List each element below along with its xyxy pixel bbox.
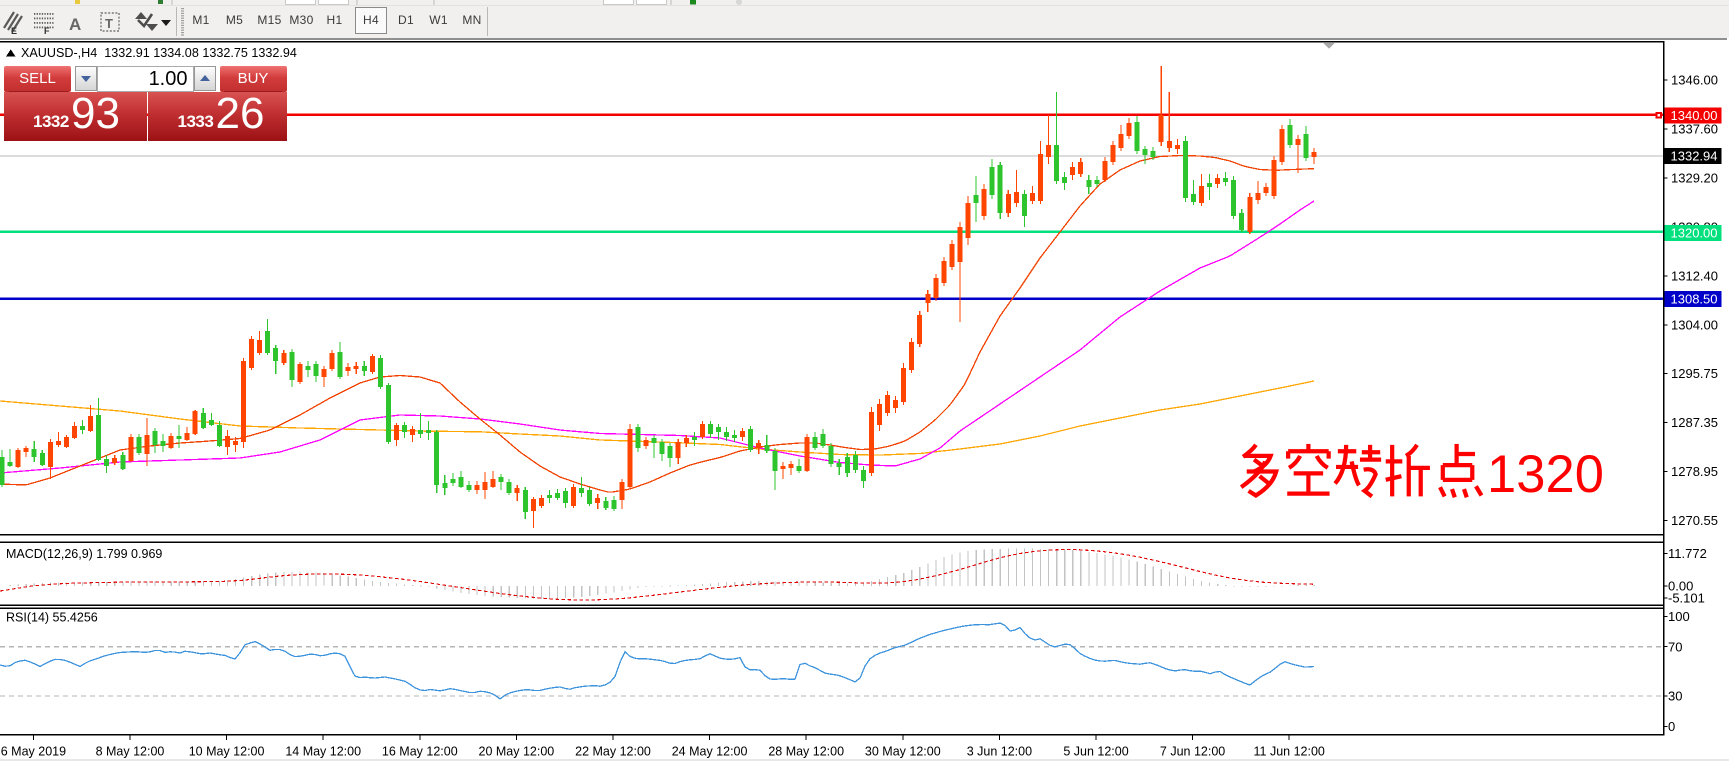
svg-text:1312.40: 1312.40 xyxy=(1671,269,1718,284)
svg-text:1340.00: 1340.00 xyxy=(1671,108,1718,123)
svg-text:1287.35: 1287.35 xyxy=(1671,415,1718,430)
svg-text:MACD(12,26,9) 1.799 0.969: MACD(12,26,9) 1.799 0.969 xyxy=(6,547,162,561)
svg-text:-5.101: -5.101 xyxy=(1668,590,1705,605)
svg-text:1329.20: 1329.20 xyxy=(1671,171,1718,186)
svg-text:0.00: 0.00 xyxy=(1668,578,1693,593)
svg-text:11 Jun 12:00: 11 Jun 12:00 xyxy=(1254,745,1325,759)
svg-text:20 May 12:00: 20 May 12:00 xyxy=(479,745,555,759)
svg-text:A: A xyxy=(69,15,81,34)
svg-text:1278.95: 1278.95 xyxy=(1671,464,1718,479)
svg-text:100: 100 xyxy=(1668,609,1690,624)
svg-text:1270.55: 1270.55 xyxy=(1671,513,1718,528)
svg-text:1337.60: 1337.60 xyxy=(1671,122,1718,137)
svg-text:30 May 12:00: 30 May 12:00 xyxy=(865,745,941,759)
svg-text:70: 70 xyxy=(1668,639,1682,654)
svg-text:1320.00: 1320.00 xyxy=(1671,226,1718,241)
svg-text:1346.00: 1346.00 xyxy=(1671,73,1718,88)
svg-text:14 May 12:00: 14 May 12:00 xyxy=(285,745,361,759)
svg-text:0: 0 xyxy=(1668,719,1675,734)
svg-text:RSI(14) 55.4256: RSI(14) 55.4256 xyxy=(6,611,98,625)
svg-text:6 May 2019: 6 May 2019 xyxy=(1,745,66,759)
svg-text:28 May 12:00: 28 May 12:00 xyxy=(768,745,844,759)
svg-text:3 Jun 12:00: 3 Jun 12:00 xyxy=(967,745,1032,759)
svg-text:E: E xyxy=(11,26,17,36)
svg-text:7 Jun 12:00: 7 Jun 12:00 xyxy=(1160,745,1225,759)
svg-text:T: T xyxy=(105,16,113,31)
svg-text:8 May 12:00: 8 May 12:00 xyxy=(96,745,165,759)
svg-text:30: 30 xyxy=(1668,688,1682,703)
svg-text:24 May 12:00: 24 May 12:00 xyxy=(672,745,748,759)
svg-text:16 May 12:00: 16 May 12:00 xyxy=(382,745,458,759)
svg-text:1304.00: 1304.00 xyxy=(1671,318,1718,333)
svg-text:1295.75: 1295.75 xyxy=(1671,366,1718,381)
svg-text:1320: 1320 xyxy=(1487,446,1604,501)
svg-text:5 Jun 12:00: 5 Jun 12:00 xyxy=(1063,745,1128,759)
svg-text:22 May 12:00: 22 May 12:00 xyxy=(575,745,651,759)
svg-text:10 May 12:00: 10 May 12:00 xyxy=(189,745,265,759)
svg-text:1308.50: 1308.50 xyxy=(1671,291,1718,306)
svg-text:XAUUSD-,H4 1332.91 1334.08 13: XAUUSD-,H4 1332.91 1334.08 1332.75 1332.… xyxy=(21,46,297,60)
svg-text:1332.94: 1332.94 xyxy=(1671,149,1718,164)
svg-text:11.772: 11.772 xyxy=(1668,546,1707,561)
svg-text:F: F xyxy=(44,26,50,36)
